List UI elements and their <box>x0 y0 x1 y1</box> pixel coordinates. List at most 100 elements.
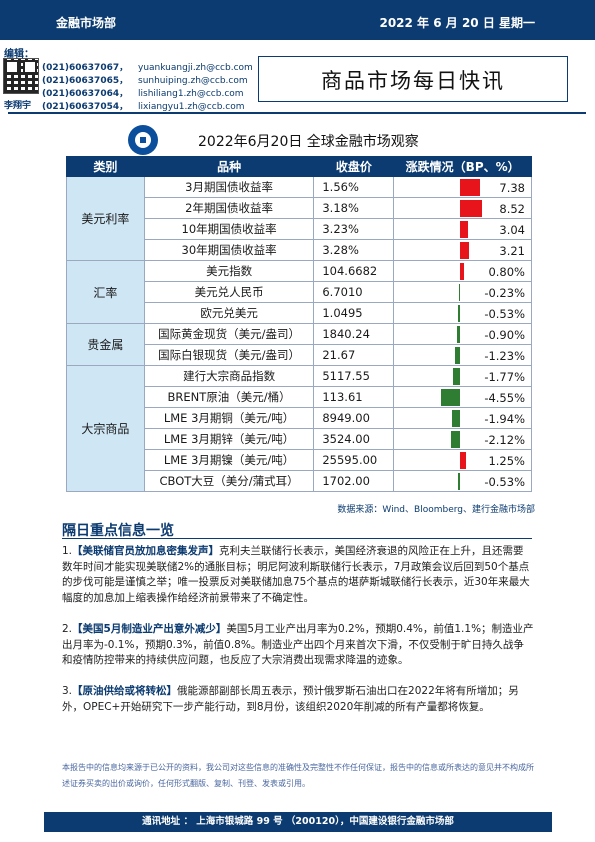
change-bar <box>459 284 461 301</box>
news-headline: 【美联储官员放加息密集发声】 <box>72 545 220 557</box>
change-cell: -0.90% <box>393 323 532 345</box>
table-row: LME 3月期锌（美元/吨） 3524.00 -2.12% <box>67 428 532 450</box>
change-cell: 3.04 <box>393 218 532 240</box>
change-value: -0.23% <box>484 286 525 300</box>
ccb-logo-icon <box>128 125 158 155</box>
table-row: 贵金属 国际黄金现货（美元/盎司） 1840.24 -0.90% <box>66 323 532 366</box>
change-value: -1.77% <box>484 370 525 384</box>
table-row: 大宗商品 建行大宗商品指数 5117.55 -1.77% <box>66 365 532 492</box>
table-row: 2年期国债收益率 3.18% 8.52 <box>67 197 532 219</box>
table-row: LME 3月期铜（美元/吨） 8949.00 -1.94% <box>67 407 532 429</box>
category-cell: 大宗商品 <box>66 365 145 492</box>
change-bar <box>455 347 461 364</box>
instrument-cell: LME 3月期铜（美元/吨） <box>143 407 315 429</box>
instrument-cell: 国际白银现货（美元/盎司） <box>143 344 315 366</box>
news-body: 克利夫兰联储行长表示，美国经济衰退的风险正在上升，且还需要数年时间才能实现美联储… <box>62 545 530 604</box>
change-bar <box>460 452 466 469</box>
close-cell: 3.23% <box>313 218 395 240</box>
contact-email[interactable]: lixiangyu1.zh@ccb.com <box>138 102 245 112</box>
change-bar <box>456 326 461 343</box>
change-value: 1.25% <box>488 454 525 468</box>
market-table: 类别 品种 收盘价 涨跌情况（BP、%） 美元利率 3月期国债收益率 1.56% 7.… <box>66 156 532 492</box>
change-bar <box>451 431 461 448</box>
change-value: -4.55% <box>484 391 525 405</box>
table-title: 2022年6月20日 全球金融市场观察 <box>198 134 419 150</box>
close-cell: 1.0495 <box>313 302 395 324</box>
change-cell: -1.94% <box>393 407 532 429</box>
table-header-row: 类别 品种 收盘价 涨跌情况（BP、%） <box>66 156 532 177</box>
contact-row: (021)60637065， sunhuiping.zh@ccb.com <box>42 75 253 88</box>
change-cell: -1.23% <box>393 344 532 366</box>
instrument-cell: BRENT原油（美元/桶） <box>143 386 315 408</box>
close-cell: 3.28% <box>313 239 395 261</box>
contact-tel: (021)60637065， <box>42 76 129 86</box>
close-cell: 1.56% <box>313 176 395 198</box>
change-value: 7.38 <box>499 181 525 195</box>
change-bar <box>452 368 461 385</box>
change-value: 0.80% <box>488 265 525 279</box>
contact-email[interactable]: sunhuiping.zh@ccb.com <box>138 76 248 86</box>
change-value: -0.53% <box>484 475 525 489</box>
section-title: 隔日重点信息一览 <box>62 523 174 539</box>
change-bar <box>460 179 480 196</box>
instrument-cell: 建行大宗商品指数 <box>143 365 315 387</box>
close-cell: 21.67 <box>313 344 395 366</box>
contact-email[interactable]: lishiliang1.zh@ccb.com <box>138 89 244 99</box>
contact-row: (021)60637054， lixiangyu1.zh@ccb.com <box>42 101 253 114</box>
change-value: 3.04 <box>499 223 525 237</box>
category-cell: 汇率 <box>66 260 145 324</box>
table-row: 汇率 美元指数 104.6682 0.80% <box>66 260 532 324</box>
contact-email[interactable]: yuankuangji.zh@ccb.com <box>138 63 253 73</box>
change-value: 8.52 <box>499 202 525 216</box>
close-cell: 6.7010 <box>313 281 395 303</box>
close-cell: 113.61 <box>313 386 395 408</box>
header-bar: 金融市场部 2022 年 6 月 20 日 星期一 <box>0 0 595 40</box>
col-instrument: 品种 <box>143 156 315 177</box>
change-bar <box>441 389 461 406</box>
report-date: 2022 年 6 月 20 日 星期一 <box>379 16 535 30</box>
contact-row: (021)60637064， lishiliang1.zh@ccb.com <box>42 88 253 101</box>
change-bar <box>460 200 483 217</box>
change-cell: 3.21 <box>393 239 532 261</box>
change-cell: 0.80% <box>393 260 532 282</box>
data-source: 数据来源：Wind、Bloomberg、建行金融市场部 <box>337 505 535 515</box>
change-value: -1.94% <box>484 412 525 426</box>
close-cell: 1840.24 <box>313 323 395 345</box>
news-item: 2.【美国5月制造业产出意外减少】美国5月工业产出月率为0.2%，预期0.4%，… <box>62 622 534 669</box>
table-row: 美元兑人民币 6.7010 -0.23% <box>67 281 532 303</box>
close-cell: 1702.00 <box>313 470 395 492</box>
category-cell: 美元利率 <box>66 176 145 261</box>
col-change: 涨跌情况（BP、%） <box>393 156 532 177</box>
department-name: 金融市场部 <box>56 16 117 30</box>
table-row: CBOT大豆（美分/蒲式耳） 1702.00 -0.53% <box>67 470 532 492</box>
footer-address: 通讯地址 ： 上海市银城路 99 号 （200120），中国建设银行金融市场部 <box>44 812 552 832</box>
news-headline: 【原油供给或将转松】 <box>72 685 178 697</box>
table-row: BRENT原油（美元/桶） 113.61 -4.55% <box>67 386 532 408</box>
change-cell: 1.25% <box>393 449 532 471</box>
change-value: -0.90% <box>484 328 525 342</box>
change-cell: -4.55% <box>393 386 532 408</box>
contact-tel: (021)60637067， <box>42 63 129 73</box>
section-divider <box>62 538 532 539</box>
table-body: 美元利率 3月期国债收益率 1.56% 7.38 2年期国债收益率 3.18% 8.52 10… <box>66 176 532 492</box>
instrument-cell: 10年期国债收益率 <box>143 218 315 240</box>
change-value: -2.12% <box>484 433 525 447</box>
instrument-cell: 欧元兑美元 <box>143 302 315 324</box>
instrument-cell: 3月期国债收益率 <box>143 176 315 198</box>
col-close: 收盘价 <box>313 156 395 177</box>
change-cell: 7.38 <box>393 176 532 198</box>
table-row: 国际白银现货（美元/盎司） 21.67 -1.23% <box>67 344 532 366</box>
table-row: LME 3月期镍（美元/吨） 25595.00 1.25% <box>67 449 532 471</box>
close-cell: 3.18% <box>313 197 395 219</box>
news-body: 美国5月工业产出月率为0.2%，预期0.4%，前值1.1%；制造业产出月率为-0… <box>62 623 534 666</box>
instrument-cell: 美元指数 <box>143 260 315 282</box>
instrument-cell: LME 3月期锌（美元/吨） <box>143 428 315 450</box>
change-bar <box>460 242 469 259</box>
close-cell: 25595.00 <box>313 449 395 471</box>
change-cell: -1.77% <box>393 365 532 387</box>
change-value: -0.53% <box>484 307 525 321</box>
contact-tel: (021)60637054， <box>42 102 129 112</box>
close-cell: 3524.00 <box>313 428 395 450</box>
col-category: 类别 <box>66 156 145 177</box>
close-cell: 8949.00 <box>313 407 395 429</box>
